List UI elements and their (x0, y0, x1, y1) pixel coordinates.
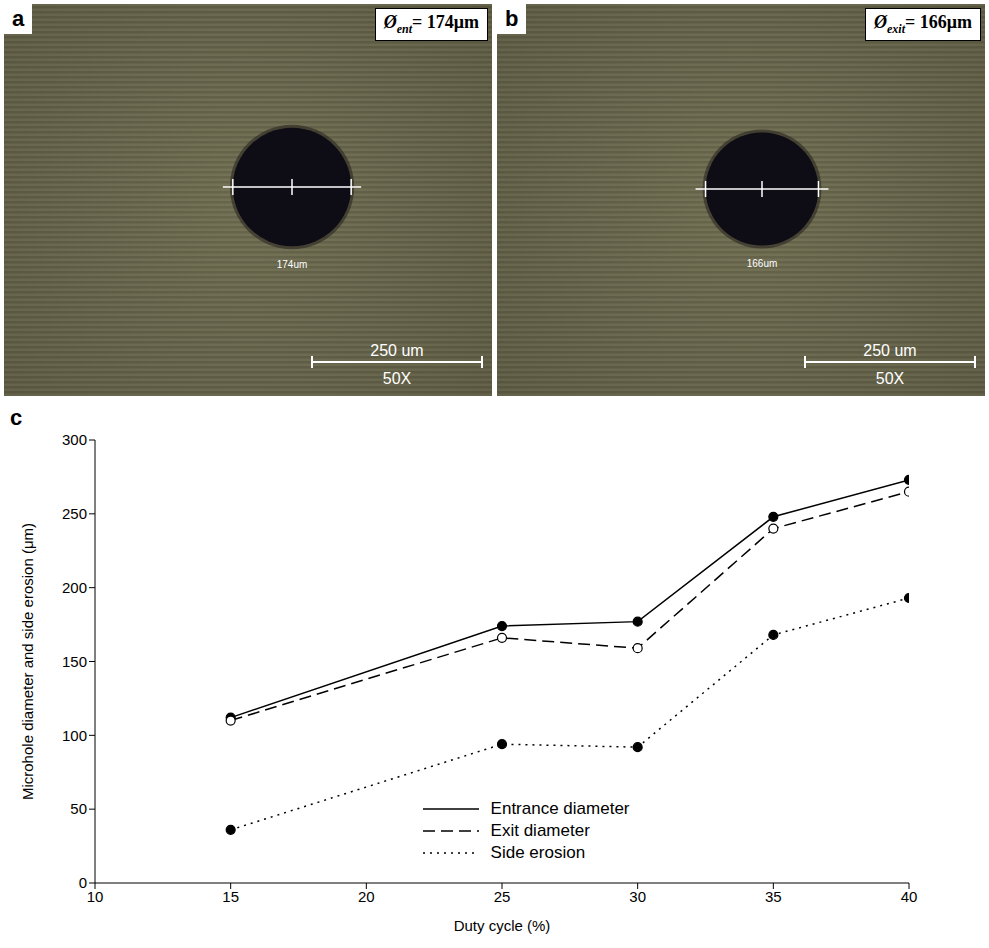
svg-text:30: 30 (629, 888, 646, 905)
svg-text:20: 20 (358, 888, 375, 905)
svg-text:15: 15 (222, 888, 239, 905)
svg-text:150: 150 (62, 653, 87, 670)
svg-text:250: 250 (62, 505, 87, 522)
html-text:c: c (10, 405, 23, 430)
html-text:Øexit= 166μm: Øexit= 166μm (874, 12, 972, 36)
svg-text:50X: 50X (876, 370, 905, 387)
html-text:Øent= 174μm: Øent= 174μm (383, 12, 479, 36)
html-text:b: b (505, 6, 519, 31)
svg-text:35: 35 (765, 888, 782, 905)
svg-text:Microhole diameter and side er: Microhole diameter and side erosion (μm) (19, 523, 36, 800)
html-text:Side erosion: Side erosion (490, 843, 586, 862)
svg-text:50: 50 (70, 800, 87, 817)
svg-text:174um: 174um (277, 259, 308, 270)
svg-text:250 um: 250 um (863, 342, 916, 359)
svg-text:50X: 50X (383, 370, 412, 387)
svg-text:250 um: 250 um (370, 342, 423, 359)
html-text:Entrance diameter: Entrance diameter (490, 799, 630, 818)
html-text:a: a (12, 6, 25, 31)
svg-text:166um: 166um (747, 258, 778, 269)
svg-text:10: 10 (87, 888, 104, 905)
svg-text:25: 25 (494, 888, 511, 905)
svg-text:40: 40 (901, 888, 918, 905)
html-text:Exit diameter: Exit diameter (490, 821, 590, 840)
svg-text:300: 300 (62, 431, 87, 448)
svg-text:100: 100 (62, 727, 87, 744)
svg-text:0: 0 (79, 874, 87, 891)
svg-text:Duty cycle (%): Duty cycle (%) (454, 917, 551, 934)
svg-text:200: 200 (62, 579, 87, 596)
